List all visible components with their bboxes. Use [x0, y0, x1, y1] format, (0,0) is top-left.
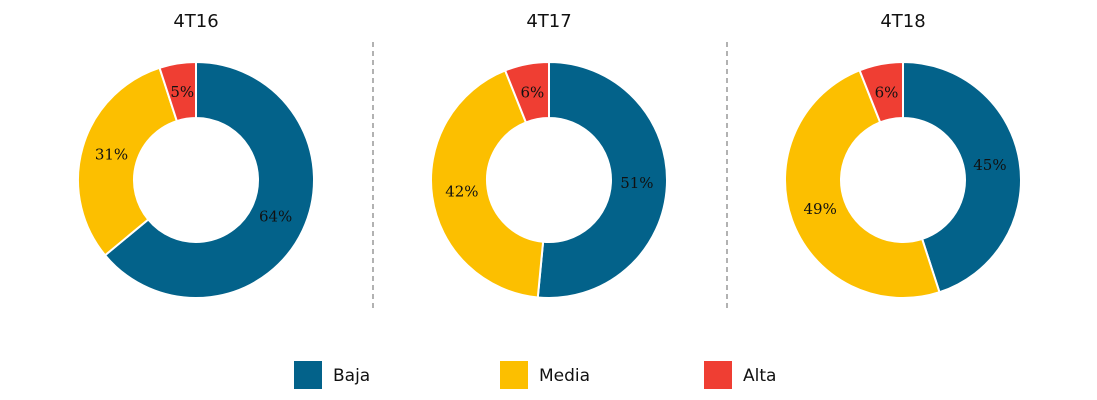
data-label: 31% [95, 145, 128, 163]
chart-title: 4T17 [526, 11, 571, 32]
donut-slice [158, 60, 197, 123]
legend-label: Baja [333, 366, 370, 386]
data-label: 51% [620, 174, 653, 192]
data-label: 49% [804, 200, 837, 218]
legend-swatch [704, 361, 732, 389]
data-label: 42% [445, 183, 478, 201]
legend-label: Alta [743, 366, 776, 386]
donut-slice [783, 68, 941, 299]
data-label: 5% [170, 83, 194, 101]
donut-slice [536, 60, 668, 299]
data-label: 45% [973, 156, 1006, 174]
chart-title: 4T18 [880, 11, 925, 32]
data-label: 64% [259, 207, 292, 225]
legend-swatch [500, 361, 528, 389]
data-label: 6% [875, 84, 899, 102]
legend-swatch [294, 361, 322, 389]
chart-title: 4T16 [173, 11, 218, 32]
donut-slice [77, 66, 179, 257]
donut-slice [503, 60, 550, 124]
donut-slice [902, 60, 1022, 294]
donut-slice [430, 69, 545, 299]
donut-slice [103, 60, 315, 299]
donut-slice [858, 60, 904, 124]
data-label: 6% [520, 84, 544, 102]
legend-label: Media [539, 366, 590, 386]
